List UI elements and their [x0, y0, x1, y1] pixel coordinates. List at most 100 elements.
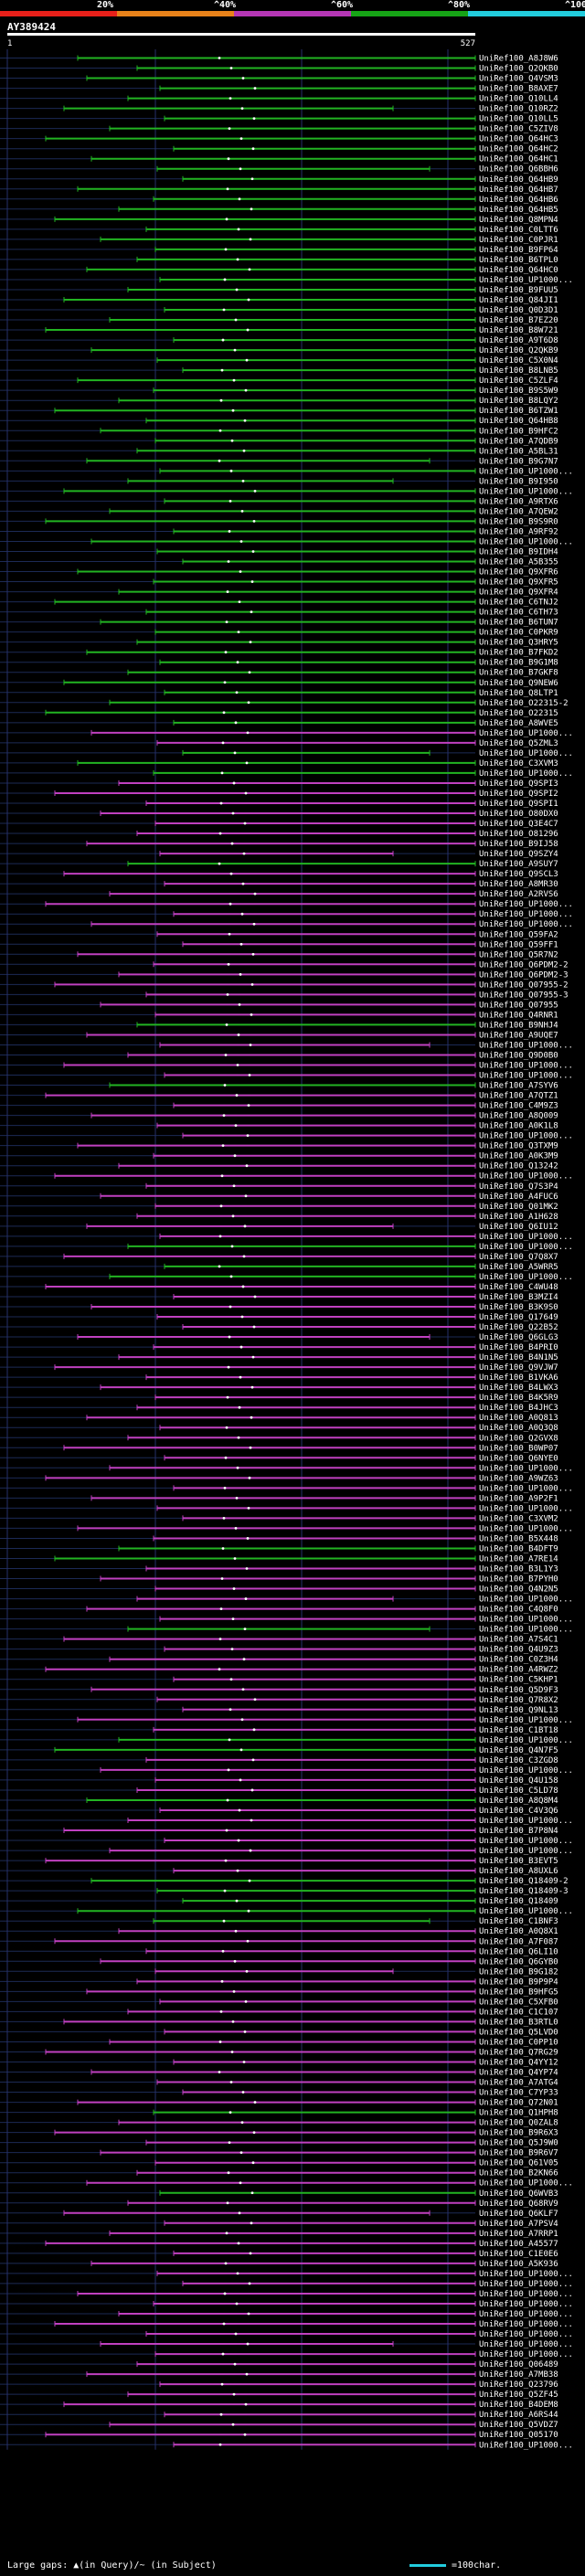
gap-marker [244, 388, 248, 392]
gap-marker [233, 348, 237, 352]
hit-label: UniRef100_UP1000... [479, 729, 573, 738]
gap-marker [232, 1989, 236, 1993]
gap-marker [240, 912, 244, 916]
hit-label: UniRef100_UP1000... [479, 2310, 573, 2319]
gap-marker [253, 1295, 257, 1299]
gap-marker [248, 1879, 251, 1882]
gap-marker [227, 2171, 230, 2175]
hit-label: UniRef100_Q0D3D1 [479, 306, 558, 315]
gap-marker [239, 2181, 242, 2185]
hit-label: UniRef100_Q7R8X2 [479, 1696, 558, 1705]
gap-marker [239, 972, 242, 976]
hit-label: UniRef100_Q6GYB0 [479, 1957, 558, 1966]
gap-marker [239, 167, 242, 171]
hit-label: UniRef100_A0Q813 [479, 1414, 558, 1423]
hit-label: UniRef100_Q18409-2 [479, 1877, 569, 1886]
legend-bar-3 [351, 11, 468, 16]
hit-label: UniRef100_Q6WVB3 [479, 2189, 558, 2199]
hit-label: UniRef100_Q7S3P4 [479, 1182, 558, 1192]
hit-label: UniRef100_Q6GLG3 [479, 1333, 558, 1342]
hit-label: UniRef100_B8LNB5 [479, 366, 558, 376]
hit-label: UniRef100_C0PP10 [479, 2038, 558, 2047]
hit-label: UniRef100_UP1000... [479, 1464, 573, 1473]
hit-label: UniRef100_Q5ZF45 [479, 2390, 558, 2400]
hit-label: UniRef100_Q6BBH6 [479, 165, 558, 175]
gap-marker [228, 1335, 231, 1339]
hit-label: UniRef100_B4N1N5 [479, 1353, 558, 1362]
gap-marker [246, 2342, 250, 2346]
gap-marker [231, 1214, 235, 1218]
gap-marker [225, 1829, 229, 1832]
gap-marker [236, 258, 239, 261]
gap-marker [232, 378, 236, 382]
gap-marker [252, 922, 256, 926]
gap-marker [218, 832, 222, 835]
scale-legend: =100char. [410, 2560, 501, 2571]
gap-marker [220, 1979, 224, 1983]
gap-marker [247, 701, 250, 705]
hit-label: UniRef100_A9P2F1 [479, 1494, 558, 1503]
gap-marker [221, 741, 225, 745]
hit-label: UniRef100_UP1000... [479, 2290, 573, 2299]
hit-label: UniRef100_UP1000... [479, 276, 573, 285]
hit-label: UniRef100_UP1000... [479, 1626, 573, 1635]
gap-marker [229, 872, 233, 875]
hit-label: UniRef100_Q6IU12 [479, 1223, 558, 1232]
gap-marker [252, 1325, 256, 1329]
hit-label: UniRef100_B9IJ58 [479, 840, 558, 849]
gap-marker [218, 2071, 221, 2073]
gap-marker [245, 761, 249, 765]
hit-label: UniRef100_B9R6V7 [479, 2149, 558, 2158]
hit-label: UniRef100_A9SUY7 [479, 860, 558, 869]
hit-label: UniRef100_Q6PDM2-2 [479, 960, 569, 970]
hit-label: UniRef100_UP1000... [479, 1243, 573, 1252]
gap-marker [239, 1345, 243, 1349]
hit-label: UniRef100_B2KN66 [479, 2169, 558, 2178]
gap-marker [243, 1627, 247, 1631]
gap-marker [224, 1054, 228, 1056]
hit-label: UniRef100_B8W721 [479, 326, 558, 335]
gap-marker [233, 1154, 237, 1158]
hit-label: UniRef100_B3K9S0 [479, 1303, 558, 1312]
gap-marker [233, 1557, 237, 1560]
hit-label: UniRef100_A5BL31 [479, 447, 558, 456]
gap-marker [221, 338, 225, 342]
hit-label: UniRef100_A7MB38 [479, 2370, 558, 2380]
gap-marker [239, 942, 243, 946]
legend-label-3: ^80% [448, 0, 471, 10]
gap-marker [226, 187, 229, 191]
legend-bar-0 [0, 11, 117, 16]
hit-label: UniRef100_Q23796 [479, 2380, 558, 2390]
gap-marker [239, 570, 242, 573]
gap-marker [247, 1104, 250, 1107]
gap-marker [225, 217, 229, 221]
hit-label: UniRef100_Q4YY12 [479, 2058, 558, 2067]
hit-label: UniRef100_A1H628 [479, 1213, 558, 1222]
hit-label: UniRef100_Q18409-3 [479, 1887, 569, 1896]
hit-label: UniRef100_A8UXL6 [479, 1867, 558, 1876]
gap-marker [229, 1305, 232, 1309]
hit-label: UniRef100_Q5ZML3 [479, 739, 558, 748]
gap-marker [225, 620, 229, 624]
hit-label: UniRef100_Q2QKB0 [479, 65, 558, 74]
hit-label: UniRef100_Q4RNR1 [479, 1011, 558, 1020]
gap-marker [225, 1023, 229, 1026]
gap-marker [229, 1678, 233, 1681]
gap-marker [219, 2412, 223, 2416]
gap-marker [223, 278, 227, 281]
hit-label: UniRef100_C5LD78 [479, 1786, 558, 1796]
hit-label: UniRef100_A7RE14 [479, 1554, 558, 1564]
hit-label: UniRef100_UP1000... [479, 1484, 573, 1493]
gap-marker [245, 358, 249, 362]
hit-label: UniRef100_Q9XFR4 [479, 588, 558, 598]
hit-label: UniRef100_Q4VSM3 [479, 75, 558, 84]
gap-marker [237, 1034, 240, 1036]
gap-marker [241, 882, 245, 885]
hit-label: UniRef100_A0K1L8 [479, 1122, 558, 1131]
hit-label: UniRef100_A9T6D8 [479, 336, 558, 345]
gap-marker [239, 2151, 243, 2155]
hit-label: UniRef100_B6TPL0 [479, 256, 558, 265]
gap-marker [238, 197, 241, 201]
legend-bar-2 [234, 11, 351, 16]
gap-marker [248, 268, 251, 271]
